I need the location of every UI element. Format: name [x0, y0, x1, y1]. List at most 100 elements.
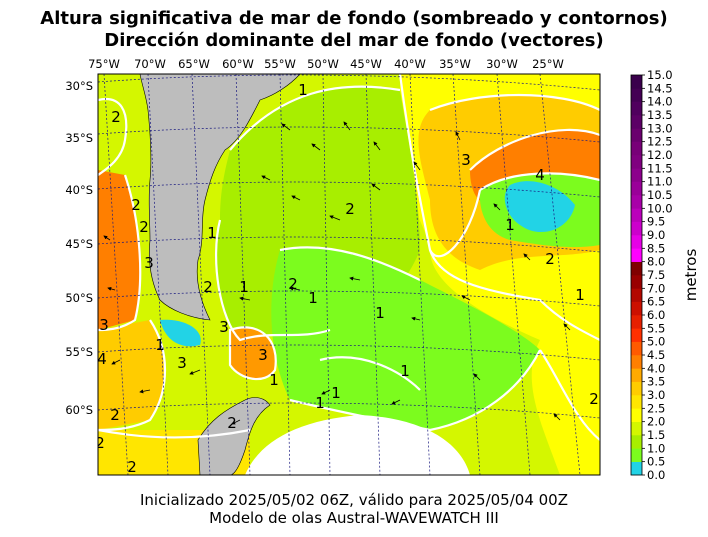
contour-label: 1 [400, 362, 410, 380]
colorbar-segment [631, 328, 642, 342]
contour-label: 1 [331, 384, 341, 402]
colorbar-tick-label: 3.0 [647, 388, 665, 402]
colorbar-tick-label: 12.0 [647, 148, 673, 162]
lon-label: 55°W [264, 57, 296, 71]
contour-label: 2 [589, 390, 599, 408]
contour-label: 1 [308, 289, 318, 307]
lon-label: 75°W [88, 57, 120, 71]
contour-label: 2 [131, 196, 141, 214]
lon-label: 65°W [178, 57, 210, 71]
colorbar [631, 75, 642, 476]
colorbar-segment [631, 248, 642, 262]
colorbar-segment [631, 101, 642, 116]
colorbar-tick-label: 14.0 [647, 95, 673, 109]
colorbar-tick-label: 2.5 [647, 401, 665, 415]
lat-label: 60°S [65, 403, 93, 417]
contour-label: 1 [505, 216, 515, 234]
contour-label: 2 [127, 458, 137, 476]
colorbar-segment [631, 181, 642, 196]
colorbar-segment [631, 381, 642, 396]
contour-label: 3 [219, 318, 229, 336]
lat-label: 55°S [65, 345, 93, 359]
colorbar-segment [631, 341, 642, 356]
lon-label: 30°W [486, 57, 518, 71]
contour-label-group: 1 2 2 1 3 4 1 2 1 2 1 1 1 3 3 2 1 2 1 2 … [98, 81, 599, 476]
colorbar-segment [631, 421, 642, 436]
colorbar-segment [631, 288, 642, 302]
colorbar-tick-label: 5.5 [647, 321, 665, 335]
colorbar-tick-label: 3.5 [647, 375, 665, 389]
map-title-line1: Altura significativa de mar de fondo (so… [40, 8, 668, 29]
contour-label: 4 [535, 166, 545, 184]
colorbar-tick-label: 11.5 [647, 161, 673, 175]
contour-label: 1 [155, 336, 165, 354]
contour-label: 3 [461, 151, 471, 169]
colorbar-segment [631, 368, 642, 382]
colorbar-tick-label: 0.0 [647, 468, 665, 482]
colorbar-tick-label: 15.0 [647, 68, 673, 82]
land-antarctic-peninsula [197, 397, 271, 475]
map-panel: 1 2 2 1 3 4 1 2 1 2 1 1 1 3 3 2 1 2 1 2 … [98, 74, 600, 476]
colorbar-segment [631, 408, 642, 422]
contour-label: 1 [575, 286, 585, 304]
lat-label: 30°S [65, 79, 93, 93]
lon-label: 40°W [394, 57, 426, 71]
colorbar-tick-label: 5.0 [647, 335, 665, 349]
colorbar-segment [631, 435, 642, 449]
contour-label: 1 [207, 224, 217, 242]
contour-label: 3 [258, 346, 268, 364]
colorbar-tick-label: 7.5 [647, 268, 665, 282]
colorbar-segment [631, 395, 642, 409]
colorbar-segment [631, 168, 642, 182]
lat-label: 50°S [65, 291, 93, 305]
colorbar-segment [631, 75, 642, 89]
colorbar-segment [631, 448, 642, 462]
colorbar-tick-label: 1.0 [647, 441, 665, 455]
footer-line1: Inicializado 2025/05/02 06Z, válido para… [140, 491, 568, 509]
colorbar-segment [631, 235, 642, 249]
colorbar-tick-label: 10.5 [647, 188, 673, 202]
colorbar-label: metros [682, 249, 700, 302]
contour-label: 2 [345, 200, 355, 218]
contour-lines [98, 74, 600, 441]
colorbar-tick-label: 1.5 [647, 428, 665, 442]
colorbar-tick-label: 11.0 [647, 175, 673, 189]
contour-label: 3 [99, 316, 109, 334]
contour-label: 2 [139, 218, 149, 236]
footer-line2: Modelo de olas Austral-WAVEWATCH III [209, 509, 499, 527]
contour-label: 1 [298, 81, 308, 99]
land-south-america [139, 74, 301, 321]
colorbar-segment [631, 141, 642, 156]
colorbar-segment [631, 128, 642, 142]
contour-label: 1 [315, 394, 325, 412]
direction-vectors [103, 121, 571, 425]
colorbar-tick-label: 4.5 [647, 348, 665, 362]
lon-labels: 75°W 70°W 65°W 60°W 55°W 50°W 45°W 40°W … [88, 57, 564, 71]
colorbar-tick-label: 10.0 [647, 201, 673, 215]
shade-cyan-drake [160, 319, 201, 347]
contour-label: 2 [111, 108, 121, 126]
lon-label: 45°W [350, 57, 382, 71]
contour-label: 3 [144, 254, 154, 272]
contour-label: 2 [227, 414, 237, 432]
colorbar-tick-label: 13.5 [647, 108, 673, 122]
colorbar-segment [631, 315, 642, 329]
colorbar-segment [631, 461, 642, 476]
colorbar-tick-label: 14.5 [647, 81, 673, 95]
shade-yellow-sw [98, 320, 165, 430]
sea-ice [245, 415, 470, 475]
lon-label: 50°W [307, 57, 339, 71]
colorbar-segment [631, 301, 642, 316]
colorbar-segment [631, 208, 642, 222]
graticule [98, 74, 600, 475]
shade-cyan-east [504, 181, 575, 233]
contour-label: 1 [239, 278, 249, 296]
colorbar-segment [631, 155, 642, 169]
colorbar-segment [631, 261, 642, 276]
colorbar-segment [631, 221, 642, 236]
contour-label: 1 [269, 371, 279, 389]
colorbar-tick-label: 2.0 [647, 415, 665, 429]
contour-label: 2 [203, 278, 213, 296]
colorbar-segment [631, 195, 642, 209]
